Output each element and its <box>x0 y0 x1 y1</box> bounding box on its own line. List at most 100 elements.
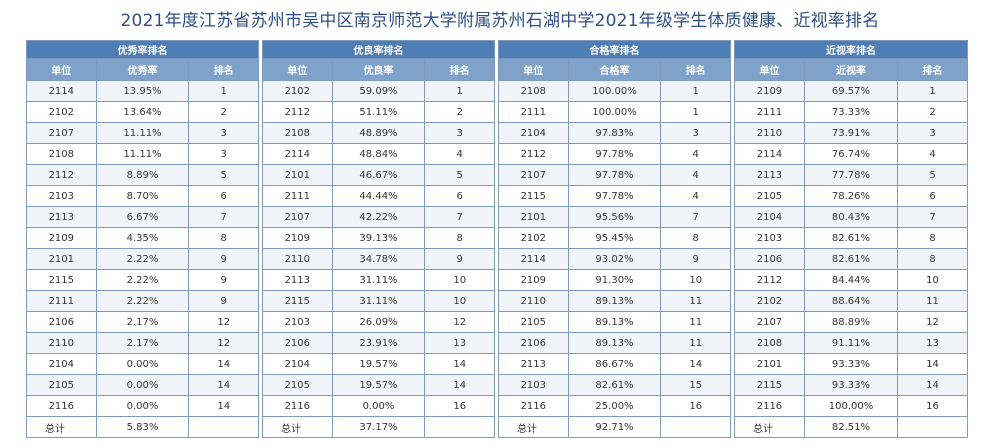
rate-cell: 51.11% <box>331 101 426 123</box>
unit-cell: 2102 <box>26 101 97 123</box>
total-row: 总计 5.83% <box>26 416 259 438</box>
rank-cell: 3 <box>424 122 495 144</box>
unit-cell: 2107 <box>26 122 97 144</box>
table-row: 2110 73.91% 3 <box>734 122 968 144</box>
rate-cell: 8.89% <box>95 164 190 186</box>
table-row: 2109 69.57% 1 <box>734 80 968 102</box>
rank-cell: 14 <box>188 395 259 417</box>
rate-cell: 19.57% <box>331 353 426 375</box>
rate-cell: 97.78% <box>567 164 662 186</box>
rank-cell: 11 <box>660 311 731 333</box>
table-row: 2109 4.35% 8 <box>26 227 259 249</box>
table-title: 合格率排名 <box>498 40 731 59</box>
table-row: 2108 100.00% 1 <box>498 80 731 102</box>
rate-cell: 13.64% <box>95 101 190 123</box>
unit-cell: 2107 <box>734 311 805 333</box>
rank-cell: 13 <box>897 332 968 354</box>
total-row: 总计 82.51% <box>734 416 968 438</box>
rank-cell: 16 <box>424 395 495 417</box>
table-row: 2105 89.13% 11 <box>498 311 731 333</box>
rate-cell: 78.26% <box>803 185 899 207</box>
unit-cell: 2109 <box>262 227 333 249</box>
table-row: 2113 86.67% 14 <box>498 353 731 375</box>
rank-cell: 8 <box>660 227 731 249</box>
rank-cell: 11 <box>660 290 731 312</box>
unit-cell: 2106 <box>734 248 805 270</box>
unit-cell: 2116 <box>734 395 805 417</box>
unit-cell: 2115 <box>498 185 569 207</box>
unit-cell: 2105 <box>26 374 97 396</box>
total-row: 总计 37.17% <box>262 416 495 438</box>
unit-cell: 2113 <box>734 164 805 186</box>
rate-cell: 100.00% <box>803 395 899 417</box>
rate-cell: 23.91% <box>331 332 426 354</box>
rank-cell: 16 <box>897 395 968 417</box>
unit-cell: 2108 <box>498 80 569 102</box>
rank-cell: 10 <box>660 269 731 291</box>
table-title: 近视率排名 <box>734 40 968 59</box>
rate-cell: 2.17% <box>95 332 190 354</box>
table-row: 2103 82.61% 8 <box>734 227 968 249</box>
table-row: 2115 31.11% 10 <box>262 290 495 312</box>
table-row: 2106 82.61% 8 <box>734 248 968 270</box>
table-row: 2108 48.89% 3 <box>262 122 495 144</box>
unit-cell: 2116 <box>26 395 97 417</box>
rank-cell: 7 <box>660 206 731 228</box>
rate-cell: 0.00% <box>95 353 190 375</box>
rate-cell: 11.11% <box>95 143 190 165</box>
column-header: 排名 <box>424 58 495 81</box>
table-row: 2107 88.89% 12 <box>734 311 968 333</box>
table-title: 优秀率排名 <box>26 40 259 59</box>
column-header: 单位 <box>262 58 333 81</box>
unit-cell: 2108 <box>734 332 805 354</box>
table-row: 2111 2.22% 9 <box>26 290 259 312</box>
table-row: 2101 46.67% 5 <box>262 164 495 186</box>
unit-cell: 2115 <box>262 290 333 312</box>
rate-cell: 82.61% <box>803 227 899 249</box>
rank-cell: 2 <box>424 101 495 123</box>
table-row: 2108 91.11% 13 <box>734 332 968 354</box>
rate-cell: 100.00% <box>567 80 662 102</box>
unit-cell: 2116 <box>262 395 333 417</box>
table-row: 2103 8.70% 6 <box>26 185 259 207</box>
table-row: 2114 76.74% 4 <box>734 143 968 165</box>
unit-cell: 2113 <box>498 353 569 375</box>
rank-cell: 2 <box>897 101 968 123</box>
table-row: 2106 2.17% 12 <box>26 311 259 333</box>
column-header: 单位 <box>26 58 97 81</box>
rank-cell: 9 <box>188 269 259 291</box>
rate-cell: 42.22% <box>331 206 426 228</box>
rate-cell: 82.61% <box>803 248 899 270</box>
rank-cell: 7 <box>424 206 495 228</box>
rank-cell: 2 <box>188 101 259 123</box>
ranking-tables: 优秀率排名 单位 优秀率 排名 2114 13.95% 1 2102 13.64% 2 2107 11… <box>26 40 968 442</box>
table-row: 2112 8.89% 5 <box>26 164 259 186</box>
table-title: 优良率排名 <box>262 40 495 59</box>
rank-cell: 7 <box>897 206 968 228</box>
table-row: 2103 26.09% 12 <box>262 311 495 333</box>
rate-cell: 2.22% <box>95 290 190 312</box>
column-header: 排名 <box>897 58 968 81</box>
table-row: 2114 48.84% 4 <box>262 143 495 165</box>
rate-cell: 46.67% <box>331 164 426 186</box>
rate-cell: 26.09% <box>331 311 426 333</box>
table-row: 2102 13.64% 2 <box>26 101 259 123</box>
rank-cell: 8 <box>188 227 259 249</box>
total-rate: 92.71% <box>567 416 662 438</box>
rate-cell: 89.13% <box>567 311 662 333</box>
rank-cell: 4 <box>424 143 495 165</box>
rank-cell: 5 <box>424 164 495 186</box>
column-header: 单位 <box>734 58 805 81</box>
unit-cell: 2105 <box>262 374 333 396</box>
unit-cell: 2110 <box>498 290 569 312</box>
total-label: 总计 <box>498 416 569 438</box>
unit-cell: 2101 <box>26 248 97 270</box>
rank-cell: 7 <box>188 206 259 228</box>
unit-cell: 2106 <box>498 332 569 354</box>
rate-cell: 88.64% <box>803 290 899 312</box>
unit-cell: 2102 <box>262 80 333 102</box>
table-row: 2104 80.43% 7 <box>734 206 968 228</box>
column-header: 近视率 <box>803 58 899 81</box>
unit-cell: 2110 <box>734 122 805 144</box>
total-rate: 82.51% <box>803 416 899 438</box>
